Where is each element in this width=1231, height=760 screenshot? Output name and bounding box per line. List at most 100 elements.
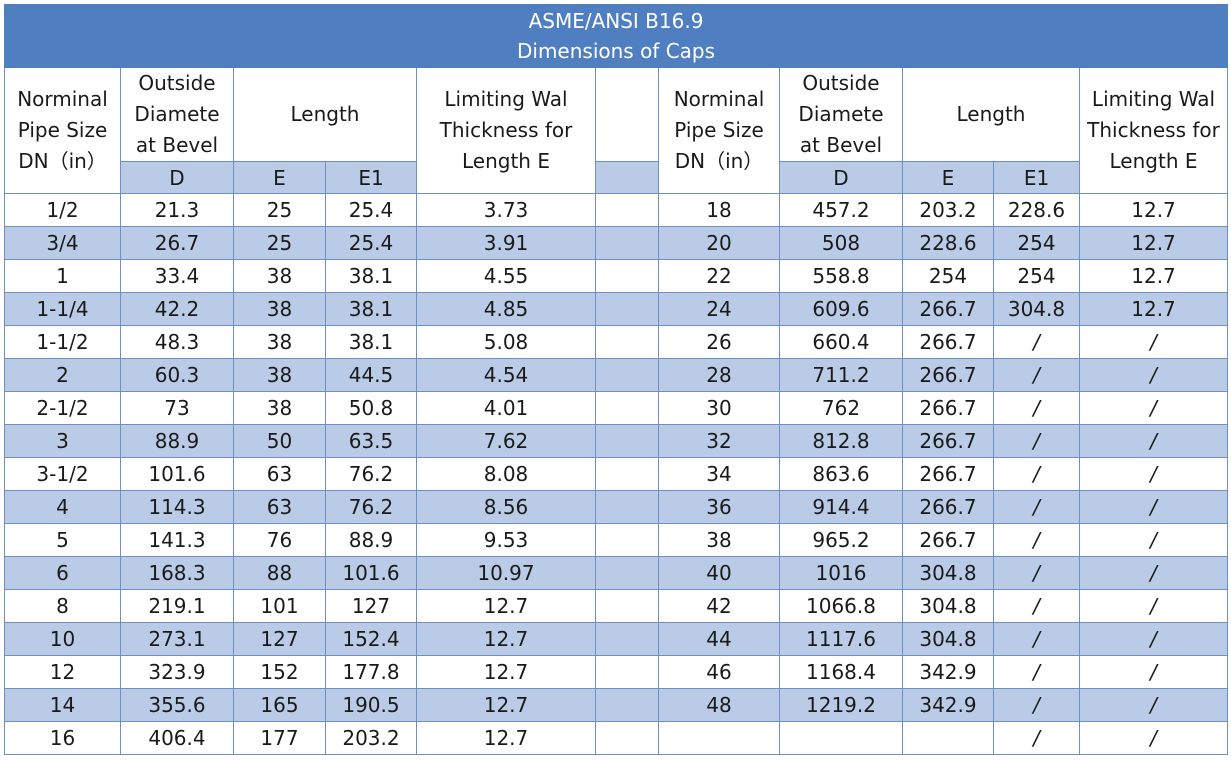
cell-left-length-e1: 38.1 (325, 292, 417, 326)
cell-left-od-d: 141.3 (120, 523, 234, 557)
table-title: ASME/ANSI B16.9 Dimensions of Caps (3, 4, 1229, 68)
cell-left-nps: 2 (4, 358, 121, 392)
cell-gap (595, 457, 659, 491)
cell-right-length-e1: / (993, 490, 1080, 524)
cell-right-od-d: 914.4 (779, 490, 903, 524)
cell-left-length-e: 127 (233, 622, 326, 656)
cell-right-length-e: 342.9 (902, 655, 994, 689)
table-row: 2-1/2 73 38 50.8 4.01 30 762 266.7// (4, 391, 1229, 425)
cell-left-length-e1: 177.8 (325, 655, 417, 689)
header-nps-left: Norminal Pipe Size DN（in） (4, 67, 121, 194)
cell-right-nps: 32 (658, 424, 780, 458)
cell-left-limit-thickness: 10.97 (416, 556, 596, 590)
cell-right-limit-thickness: / (1078, 622, 1229, 656)
cell-left-od-d: 26.7 (120, 226, 234, 260)
table-body: 1/2 21.3 25 25.4 3.73 18 457.2 203.2 228.6 12.7 3 /… (4, 193, 1229, 755)
cell-right-length-e: 228.6 (902, 226, 994, 260)
cell-left-nps: 3-1/2 (4, 457, 121, 491)
header-e1-left: E1 (325, 161, 417, 194)
cell-left-od-d: 406.4 (120, 721, 234, 755)
table-row: 1/2 21.3 25 25.4 3.73 18 457.2 203.2 228.6 12.7 (4, 193, 1229, 227)
cell-right-limit-thickness: 12.7 (1078, 292, 1229, 326)
caps-dimension-table: ASME/ANSI B16.9 Dimensions of Caps Normi… (3, 4, 1229, 755)
cell-left-nps: 10 (4, 622, 121, 656)
cell-left-nps: 3 (4, 424, 121, 458)
table-row: 16 406.4 177 203.2 12.7 // (4, 721, 1229, 755)
cell-right-length-e1: / (993, 523, 1080, 557)
cell-right-length-e: 254 (902, 259, 994, 293)
cell-left-length-e1: 88.9 (325, 523, 417, 557)
cell-right-length-e1: / (993, 622, 1080, 656)
cell-left-length-e1: 38.1 (325, 259, 417, 293)
cell-right-length-e: 266.7 (902, 490, 994, 524)
cell-left-length-e: 38 (233, 325, 326, 359)
cell-left-nps: 8 (4, 589, 121, 623)
cell-left-od-d: 168.3 (120, 556, 234, 590)
header-d-right: D (779, 161, 903, 194)
cell-right-length-e1: / (993, 424, 1080, 458)
table-row: 3-1/2 101.6 63 76.2 8.08 34 863.6 266.7// (4, 457, 1229, 491)
cell-gap (595, 226, 659, 260)
header-e1-right: E1 (993, 161, 1080, 194)
cell-right-length-e: 266.7 (902, 457, 994, 491)
cell-right-nps: 28 (658, 358, 780, 392)
cell-right-limit-thickness: / (1078, 721, 1229, 755)
cell-right-length-e1: / (993, 325, 1080, 359)
header-e-left: E (233, 161, 326, 194)
cell-left-limit-thickness: 9.53 (416, 523, 596, 557)
cell-left-od-d: 48.3 (120, 325, 234, 359)
cell-left-limit-thickness: 5.08 (416, 325, 596, 359)
cell-right-limit-thickness: 12.7 (1078, 193, 1229, 227)
cell-right-od-d: 1168.4 (779, 655, 903, 689)
cell-gap (595, 490, 659, 524)
cell-right-od-d: 1016 (779, 556, 903, 590)
cell-left-length-e: 88 (233, 556, 326, 590)
cell-right-od-d: 609.6 (779, 292, 903, 326)
cell-left-length-e1: 63.5 (325, 424, 417, 458)
cell-right-length-e: 266.7 (902, 523, 994, 557)
cell-right-length-e: 266.7 (902, 424, 994, 458)
table-row: 2 60.3 38 44.5 4.54 28 711.2 266.7// (4, 358, 1229, 392)
cell-right-limit-thickness: / (1078, 688, 1229, 722)
cell-right-nps: 42 (658, 589, 780, 623)
cell-left-length-e: 38 (233, 259, 326, 293)
cell-left-limit-thickness: 4.55 (416, 259, 596, 293)
cell-gap (595, 358, 659, 392)
cell-right-length-e1: 254 (993, 226, 1080, 260)
cell-left-limit-thickness: 12.7 (416, 589, 596, 623)
cell-left-length-e: 38 (233, 391, 326, 425)
cell-gap (595, 556, 659, 590)
cell-right-nps: 18 (658, 193, 780, 227)
header-od-right: Outside Diamete at Bevel (779, 67, 903, 162)
cell-left-nps: 1/2 (4, 193, 121, 227)
cell-left-limit-thickness: 12.7 (416, 688, 596, 722)
cell-right-length-e1: / (993, 391, 1080, 425)
cell-right-od-d: 863.6 (779, 457, 903, 491)
cell-right-nps: 20 (658, 226, 780, 260)
cell-right-od-d: 1219.2 (779, 688, 903, 722)
cell-right-nps: 46 (658, 655, 780, 689)
cell-left-length-e: 63 (233, 490, 326, 524)
cell-left-od-d: 73 (120, 391, 234, 425)
caps-dimension-table-container: ASME/ANSI B16.9 Dimensions of Caps Normi… (3, 4, 1229, 755)
cell-left-length-e: 63 (233, 457, 326, 491)
cell-left-limit-thickness: 7.62 (416, 424, 596, 458)
cell-right-nps: 34 (658, 457, 780, 491)
cell-right-od-d: 558.8 (779, 259, 903, 293)
cell-right-limit-thickness: / (1078, 490, 1229, 524)
cell-left-limit-thickness: 8.56 (416, 490, 596, 524)
cell-right-length-e: 266.7 (902, 391, 994, 425)
cell-right-od-d: 762 (779, 391, 903, 425)
cell-right-od-d: 711.2 (779, 358, 903, 392)
cell-left-nps: 1 (4, 259, 121, 293)
cell-left-limit-thickness: 12.7 (416, 655, 596, 689)
cell-left-limit-thickness: 12.7 (416, 622, 596, 656)
cell-left-od-d: 42.2 (120, 292, 234, 326)
cell-right-length-e1: 304.8 (993, 292, 1080, 326)
cell-left-length-e: 50 (233, 424, 326, 458)
cell-right-length-e1: / (993, 688, 1080, 722)
cell-left-nps: 6 (4, 556, 121, 590)
cell-left-length-e: 177 (233, 721, 326, 755)
table-row: 3 88.9 50 63.5 7.62 32 812.8 266.7// (4, 424, 1229, 458)
header-nps-right: Norminal Pipe Size DN（in） (658, 67, 780, 194)
